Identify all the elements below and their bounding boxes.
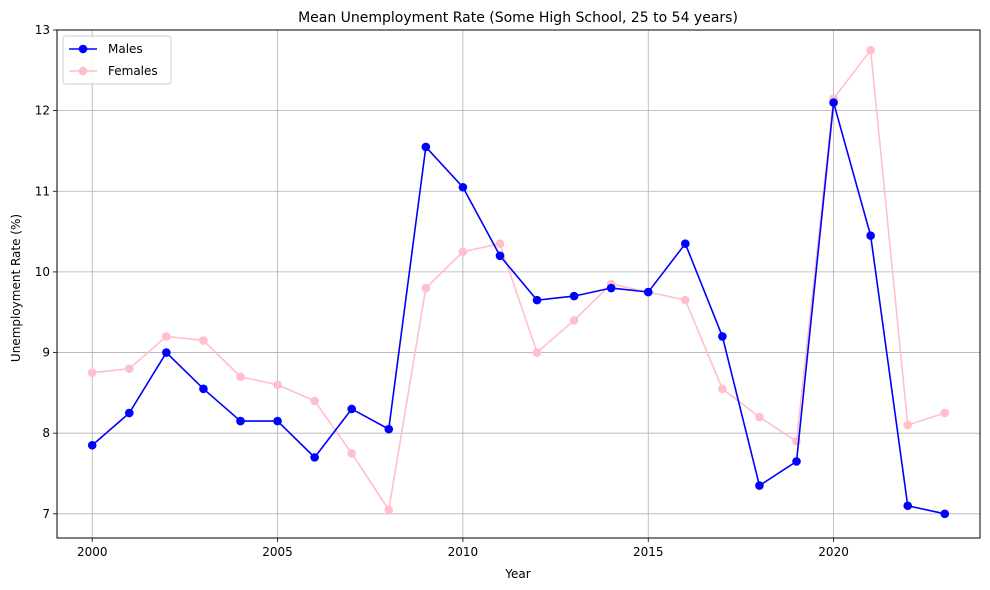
data-point-females [718,384,727,394]
x-axis-label: Year [504,567,530,581]
series-line-females [92,48,946,512]
series-layer [87,45,950,519]
data-point-males [681,239,690,248]
x-tick-label: 2000 [77,545,108,559]
y-tick-label: 13 [35,23,50,37]
data-point-males [718,332,727,341]
y-tick-label: 11 [35,184,50,198]
data-point-males [87,440,97,450]
data-point-females [755,412,764,422]
data-point-females [384,505,394,515]
chart-title: Mean Unemployment Rate (Some High School… [298,10,738,26]
axis-ticks: 2000 2005 2010 2015 2020 7 8 9 10 11 12 13 [35,23,849,559]
x-tick-label: 2020 [818,545,849,559]
data-point-females [310,396,319,406]
y-axis-label: Unemployment Rate (%) [9,214,23,362]
data-point-males [124,408,134,418]
data-point-males [940,509,950,519]
data-point-females [532,348,542,357]
plot-area-frame [56,29,981,539]
legend-item-males: Males [69,42,143,56]
data-point-females [903,420,913,430]
data-point-males [458,182,468,192]
legend-marker-males [78,44,88,54]
data-point-males [903,501,913,511]
data-point-females [495,239,505,248]
grid-layer [57,29,980,538]
data-point-males [236,416,245,426]
data-point-males [569,291,579,301]
y-tick-label: 12 [35,104,50,118]
series-females [87,45,950,515]
data-point-females [124,364,134,373]
data-point-females [681,295,690,305]
legend: Males Females [62,35,172,85]
legend-label-females: Females [108,64,158,78]
data-point-males [755,481,764,490]
y-tick-label: 9 [42,346,50,360]
x-tick-label: 2005 [262,545,293,559]
x-tick-label: 2010 [448,545,479,559]
legend-box [62,35,172,85]
legend-item-females: Females [69,64,158,78]
data-point-females [87,368,97,377]
data-point-males [384,424,394,434]
data-point-males [310,453,319,462]
data-point-females [421,283,431,293]
data-point-males [866,231,875,240]
data-point-females [940,408,950,418]
y-tick-label: 7 [42,507,50,521]
data-point-females [458,247,468,257]
data-point-males [606,283,616,293]
legend-label-males: Males [108,42,143,56]
legend-marker-females [78,66,88,76]
data-point-males [199,384,208,394]
data-point-males [347,404,356,414]
data-point-females [236,372,245,382]
y-tick-label: 10 [35,265,50,279]
data-point-males [162,348,171,357]
data-point-males [643,287,653,297]
data-point-females [162,332,171,341]
data-point-females [273,380,282,390]
data-point-females [347,449,356,458]
data-point-females [569,315,579,325]
data-point-males [421,142,431,152]
series-males [87,98,950,519]
data-point-males [792,457,801,466]
data-point-males [829,98,838,107]
x-tick-label: 2015 [633,545,664,559]
data-point-males [532,295,542,305]
data-point-females [199,336,208,345]
series-line-males [91,102,945,515]
data-point-males [273,416,282,426]
data-point-females [866,45,875,55]
y-tick-label: 8 [42,426,50,440]
data-point-males [495,251,505,261]
